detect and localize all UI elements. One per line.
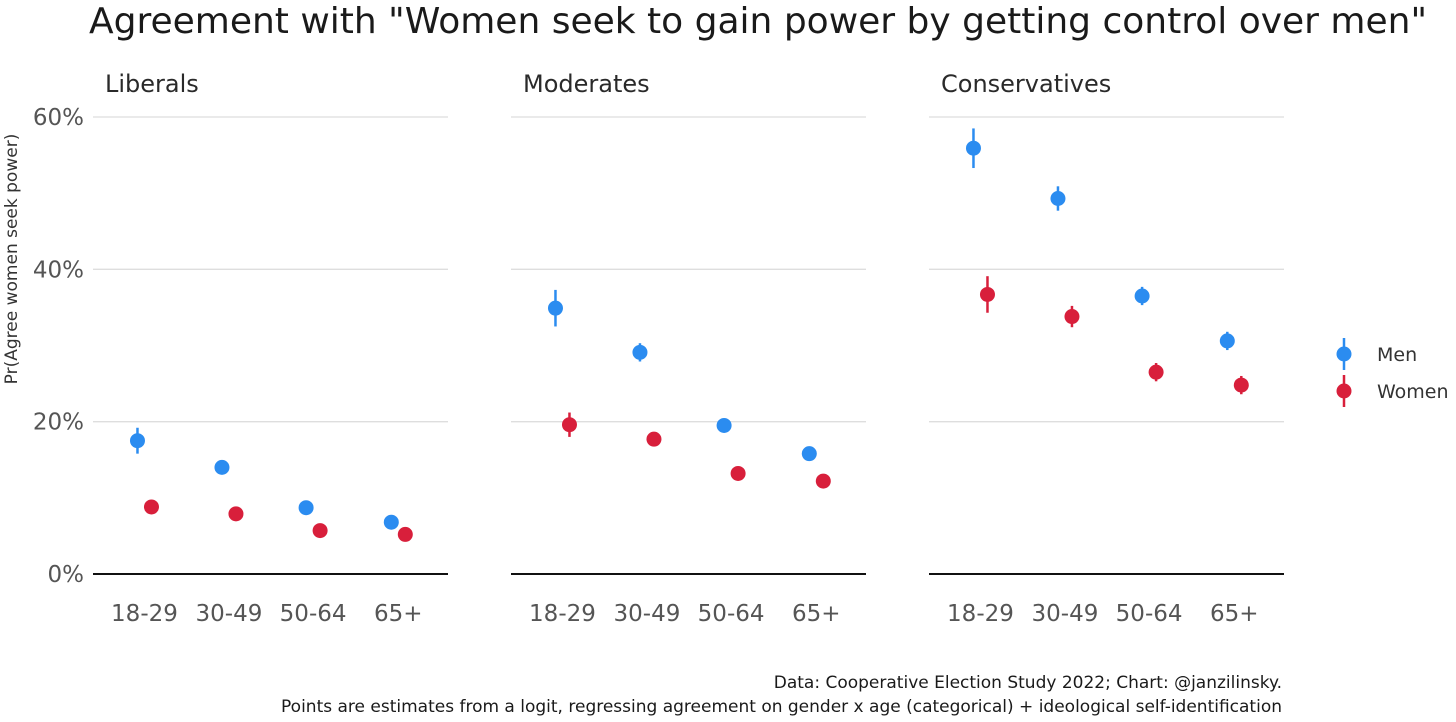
caption-method-note: Points are estimates from a logit, regre…: [281, 697, 1282, 717]
caption-source: Data: Cooperative Election Study 2022; C…: [774, 673, 1282, 693]
point-women: [312, 523, 328, 539]
x-tick-label: 65+: [374, 601, 423, 627]
point-women: [228, 506, 244, 522]
point-men: [129, 433, 145, 449]
point-women: [397, 526, 413, 542]
panel-moderates: Moderates 18-29 30-49 50-64 65+: [511, 70, 866, 627]
point-men: [801, 446, 817, 462]
point-women: [730, 465, 746, 481]
panel-title: Conservatives: [941, 70, 1111, 98]
point-men: [716, 417, 732, 433]
panel-conservatives: Conservatives 18-29 30-49 50-64 65+: [929, 70, 1284, 627]
point-women: [979, 286, 995, 302]
point-women: [561, 417, 577, 433]
x-tick-label: 30-49: [614, 601, 681, 627]
x-tick-label: 30-49: [1032, 601, 1099, 627]
point-women: [143, 499, 159, 515]
x-tick-label: 18-29: [947, 601, 1014, 627]
point-women: [1148, 364, 1164, 380]
point-men: [383, 514, 399, 530]
point-men: [632, 344, 648, 360]
x-tick-label: 50-64: [1116, 601, 1183, 627]
point-men: [214, 459, 230, 475]
point-men: [1219, 333, 1235, 349]
legend: Men Women: [1336, 338, 1449, 407]
chart-title: Agreement with "Women seek to gain power…: [89, 1, 1427, 42]
point-women: [815, 473, 831, 489]
point-men: [1050, 190, 1066, 206]
point-men: [1134, 288, 1150, 304]
x-tick-label: 18-29: [111, 601, 178, 627]
legend-label-women: Women: [1377, 381, 1449, 403]
x-tick-label: 65+: [1210, 601, 1259, 627]
legend-key-women: [1336, 383, 1352, 399]
point-men: [965, 140, 981, 156]
point-men: [298, 500, 314, 516]
y-axis-label: Pr(Agree women seek power): [2, 134, 22, 385]
panel-title: Liberals: [105, 70, 199, 98]
panel-title: Moderates: [523, 70, 650, 98]
x-tick-label: 65+: [792, 601, 841, 627]
legend-label-men: Men: [1377, 344, 1417, 366]
x-tick-label: 50-64: [280, 601, 347, 627]
panel-liberals: Liberals 18-29 30-49 50-64 65+: [93, 70, 448, 627]
y-tick-label: 60%: [33, 105, 84, 131]
point-women: [646, 431, 662, 447]
y-tick-label: 0%: [48, 562, 85, 588]
y-tick-label: 20%: [33, 410, 84, 436]
point-men: [547, 300, 563, 316]
x-tick-label: 18-29: [529, 601, 596, 627]
legend-key-men: [1336, 346, 1352, 362]
point-women: [1064, 309, 1080, 325]
x-tick-label: 50-64: [698, 601, 765, 627]
x-tick-label: 30-49: [196, 601, 263, 627]
point-women: [1233, 377, 1249, 393]
y-tick-label: 40%: [33, 257, 84, 283]
facet-panels: Liberals 18-29 30-49 50-64 65+ Moderates 18-29…: [93, 70, 1284, 627]
y-axis-ticks: 0% 20% 40% 60%: [33, 105, 84, 588]
